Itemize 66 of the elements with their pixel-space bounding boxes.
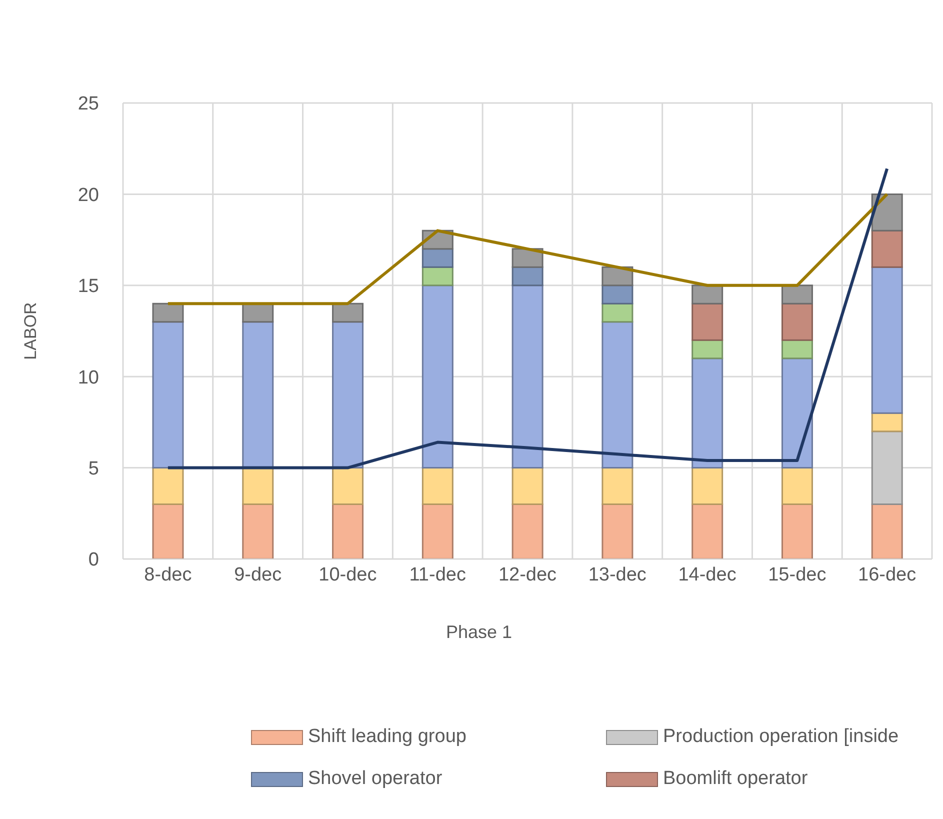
x-tick-label: 14-dec	[678, 564, 736, 586]
bar	[781, 358, 813, 469]
legend-label: Production operation [inside	[663, 726, 899, 748]
y-tick-label: 20	[78, 184, 99, 206]
y-axis-title: LABOR	[21, 302, 40, 360]
bar	[781, 302, 813, 341]
bar	[602, 284, 634, 304]
text: Phase 1	[444, 622, 514, 643]
bar	[332, 321, 364, 469]
bar	[781, 339, 813, 360]
line-series	[166, 167, 889, 470]
legend-label: Boomlift operator	[663, 768, 808, 790]
bar	[692, 339, 724, 360]
line-series	[166, 192, 889, 306]
bar	[332, 504, 364, 559]
x-tick-label: 16-dec	[858, 564, 916, 586]
bar	[692, 302, 724, 341]
bar	[512, 284, 544, 469]
x-tick-label: 8-dec	[144, 564, 192, 586]
bar	[512, 467, 544, 506]
bar	[871, 504, 903, 559]
bar	[152, 504, 184, 559]
bar	[152, 321, 184, 469]
bar	[692, 467, 724, 506]
bar	[152, 467, 184, 506]
bar	[692, 358, 724, 469]
bar	[602, 321, 634, 469]
bar	[692, 504, 724, 559]
bar	[871, 412, 903, 432]
x-tick-label: 12-dec	[498, 564, 557, 586]
bar	[602, 302, 634, 323]
x-tick-label: 10-dec	[318, 564, 377, 586]
bar	[602, 467, 634, 506]
legend-label: Shovel operator	[308, 768, 442, 790]
y-tick-label: 15	[78, 276, 99, 298]
bar	[781, 284, 813, 304]
bar	[422, 467, 454, 506]
bar	[602, 504, 634, 559]
bar	[871, 430, 903, 506]
y-tick-label: 0	[88, 550, 99, 571]
x-tick-label: 13-dec	[588, 564, 646, 586]
bar	[871, 266, 903, 414]
legend-label: Shift leading group	[308, 726, 466, 748]
y-tick-label: 25	[78, 94, 99, 115]
bar	[422, 248, 454, 268]
bar	[512, 248, 544, 268]
y-tick-label: 5	[88, 458, 99, 480]
bar	[602, 266, 634, 286]
bar	[332, 302, 364, 323]
bar	[422, 266, 454, 286]
bar	[781, 504, 813, 559]
bar	[422, 504, 454, 559]
x-tick-label: 11-dec	[409, 564, 466, 586]
bar	[692, 284, 724, 304]
bar	[242, 504, 274, 559]
bar	[871, 230, 903, 268]
x-tick-label: 15-dec	[768, 564, 826, 586]
bar	[512, 504, 544, 559]
bar	[152, 302, 184, 323]
bar	[332, 467, 364, 506]
x-tick-label: 9-dec	[234, 564, 282, 586]
bar	[242, 467, 274, 506]
y-tick-label: 10	[78, 367, 99, 388]
bar	[781, 467, 813, 506]
bar	[422, 284, 454, 469]
bar	[512, 266, 544, 286]
